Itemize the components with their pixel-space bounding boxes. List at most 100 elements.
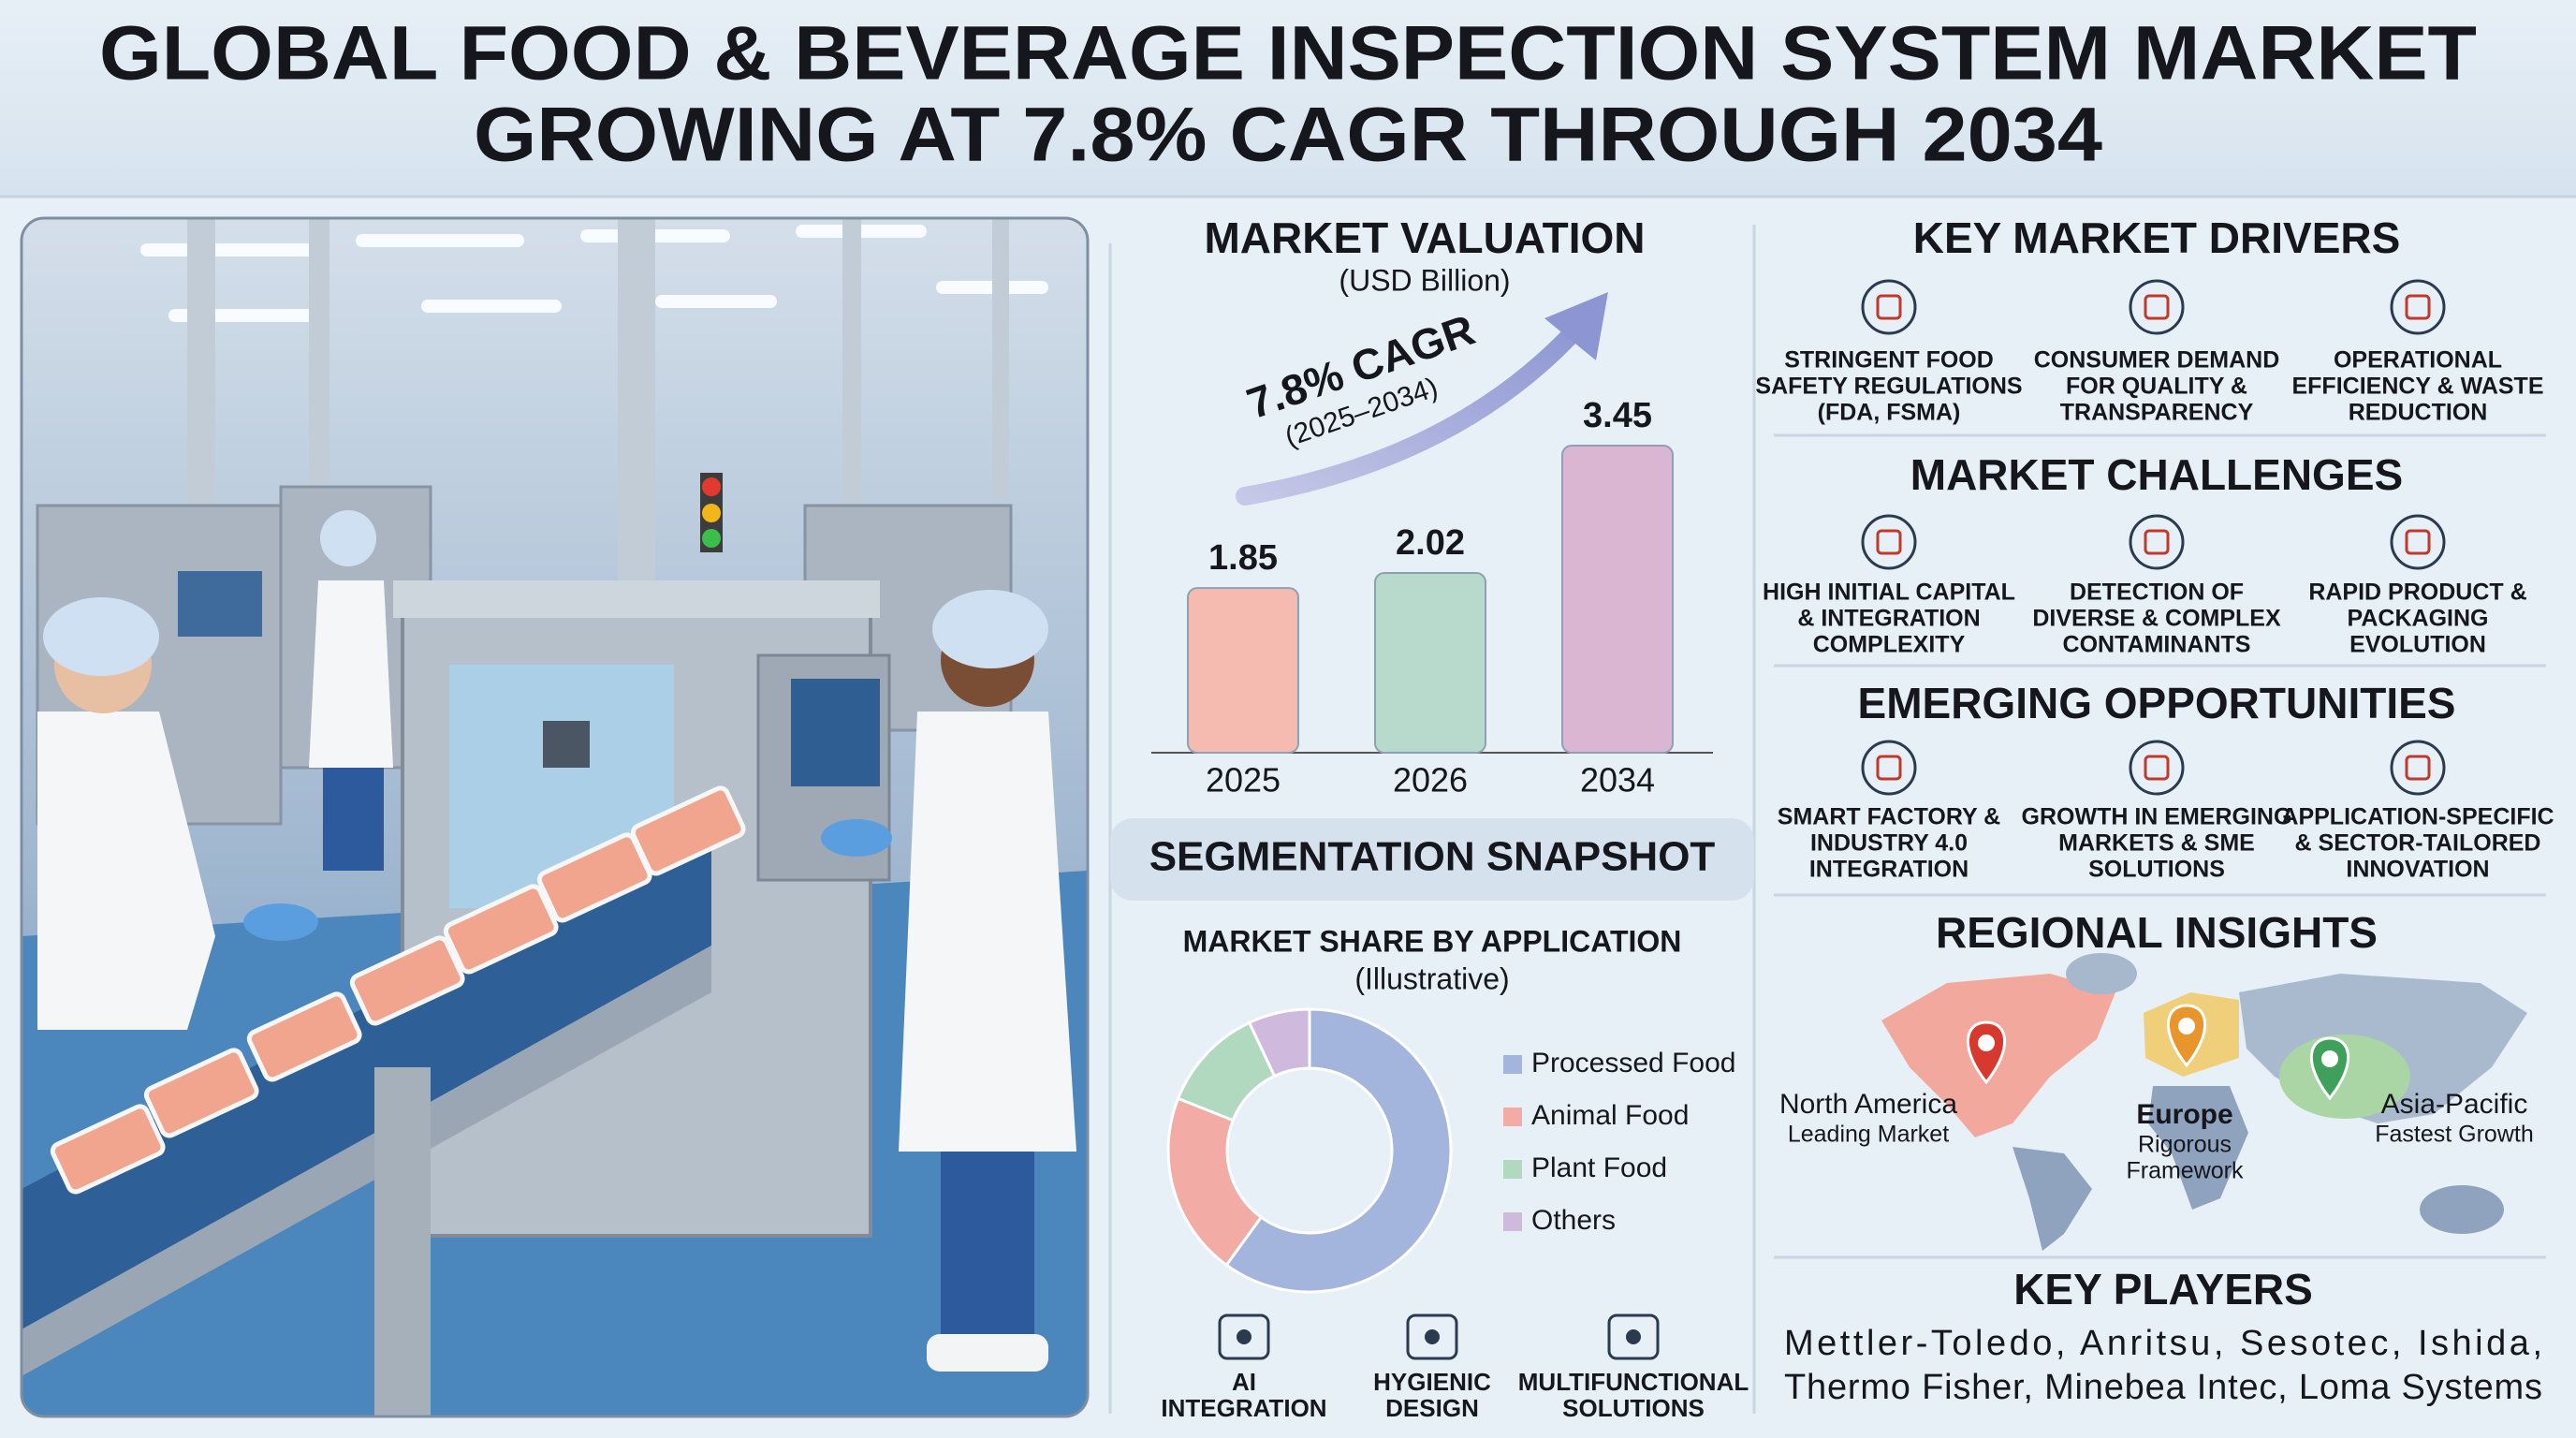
conveyor-rail bbox=[22, 946, 711, 1376]
section-title: MARKET CHALLENGES bbox=[1910, 450, 2403, 499]
section-title: KEY PLAYERS bbox=[2013, 1265, 2313, 1313]
pillar bbox=[992, 218, 1009, 499]
legend-swatch bbox=[1503, 1055, 1522, 1074]
chart-title: MARKET VALUATION bbox=[1204, 213, 1645, 262]
feature-label: AI bbox=[1232, 1368, 1256, 1396]
photo-frame bbox=[20, 216, 1090, 1418]
value-label: 1.85 bbox=[1208, 538, 1278, 578]
food-tray bbox=[50, 1104, 166, 1195]
section-icon-glyph bbox=[1876, 529, 1902, 555]
section-icon bbox=[2390, 514, 2446, 570]
section-icon bbox=[2129, 514, 2185, 570]
feature-label: INTEGRATION bbox=[1161, 1394, 1326, 1422]
map-pins bbox=[1967, 1004, 2349, 1101]
australia-shape bbox=[2420, 1185, 2504, 1234]
legend-swatch bbox=[1503, 1212, 1522, 1231]
section-title: REGIONAL INSIGHTS bbox=[1936, 908, 2378, 957]
inspection-head bbox=[543, 721, 590, 768]
item-label: DIVERSE & COMPLEX bbox=[2032, 606, 2281, 632]
ceiling-light bbox=[421, 300, 562, 313]
item-label: SOLUTIONS bbox=[2088, 857, 2225, 883]
region-name: Asia-Pacific bbox=[2381, 1089, 2528, 1120]
legend-label: Others bbox=[1531, 1205, 1616, 1236]
worker-right-shoes bbox=[927, 1334, 1048, 1372]
x-tick-label: 2025 bbox=[1206, 761, 1281, 800]
cagr-arrow bbox=[1236, 314, 1591, 506]
bar bbox=[1561, 445, 1674, 754]
item-label: INDUSTRY 4.0 bbox=[1810, 830, 1968, 857]
item-label: OPERATIONAL bbox=[2334, 347, 2502, 374]
section-icon bbox=[1861, 514, 1917, 570]
south-america-shape bbox=[2012, 1147, 2092, 1251]
section-icon-glyph bbox=[2405, 529, 2431, 555]
map-pin-dot bbox=[2178, 1018, 2195, 1034]
donut-slice bbox=[1166, 1096, 1264, 1268]
item-label: TRANSPARENCY bbox=[2060, 400, 2254, 426]
ceiling-light bbox=[655, 295, 777, 308]
section-icon-glyph bbox=[2405, 294, 2431, 320]
worker-left-coat bbox=[37, 712, 215, 1030]
section-icon-glyph bbox=[1876, 755, 1902, 781]
map-pin bbox=[2310, 1036, 2349, 1101]
pillar bbox=[842, 218, 861, 527]
region-note: Framework bbox=[2126, 1158, 2244, 1184]
worker-right-pants bbox=[941, 1152, 1034, 1339]
region-name: North America bbox=[1779, 1089, 1957, 1120]
worker-right-hairnet bbox=[932, 590, 1048, 668]
item-label: SMART FACTORY & bbox=[1778, 804, 2000, 830]
item-label: CONSUMER DEMAND bbox=[2034, 347, 2280, 374]
item-label: (FDA, FSMA) bbox=[1818, 400, 1961, 426]
section-icon bbox=[1861, 740, 1917, 796]
chart-title: MARKET SHARE BY APPLICATION bbox=[1183, 924, 1682, 958]
value-label: 3.45 bbox=[1583, 396, 1652, 435]
map-pin-dot bbox=[1978, 1034, 1995, 1051]
background-screen bbox=[178, 571, 262, 637]
cagr-arrowhead bbox=[1544, 292, 1608, 360]
pillar bbox=[309, 218, 329, 555]
item-label: RAPID PRODUCT & bbox=[2308, 580, 2526, 606]
segmentation-banner bbox=[1110, 818, 1754, 901]
food-tray bbox=[443, 884, 559, 975]
item-label: INNOVATION bbox=[2346, 857, 2489, 883]
signal-red bbox=[702, 477, 721, 496]
item-label: & INTEGRATION bbox=[1797, 606, 1980, 632]
worker-back-head bbox=[320, 510, 376, 566]
title-line: GLOBAL FOOD & BEVERAGE INSPECTION SYSTEM… bbox=[99, 11, 2477, 96]
item-label: INTEGRATION bbox=[1809, 857, 1969, 883]
item-label: STRINGENT FOOD bbox=[1784, 347, 1994, 374]
food-tray bbox=[246, 991, 362, 1082]
feature-icon-dot bbox=[1237, 1329, 1251, 1344]
worker-back-pants bbox=[323, 768, 384, 871]
item-label: FOR QUALITY & bbox=[2066, 374, 2247, 400]
chart-subtitle: (USD Billion) bbox=[1339, 263, 1510, 297]
worker-right-coat bbox=[899, 712, 1076, 1152]
food-tray bbox=[143, 1048, 259, 1138]
title-line: GROWING AT 7.8% CAGR THROUGH 2034 bbox=[474, 93, 2102, 178]
legend-label: Animal Food bbox=[1531, 1100, 1689, 1131]
region-note: Leading Market bbox=[1788, 1122, 1949, 1148]
chart-subtitle: (Illustrative) bbox=[1354, 961, 1509, 995]
item-label: CONTAMINANTS bbox=[2063, 632, 2251, 658]
item-label: & SECTOR-TAILORED bbox=[2295, 830, 2541, 857]
map-pin bbox=[1967, 1020, 2006, 1085]
bar bbox=[1374, 571, 1486, 754]
feature-icon-dot bbox=[1425, 1329, 1440, 1344]
section-title: SEGMENTATION SNAPSHOT bbox=[1149, 834, 1716, 880]
africa-shape bbox=[2148, 1086, 2248, 1210]
section-title: EMERGING OPPORTUNITIES bbox=[1858, 679, 2456, 727]
legend-label: Processed Food bbox=[1531, 1048, 1735, 1078]
legend-swatch bbox=[1503, 1108, 1522, 1126]
section-icon bbox=[1861, 279, 1917, 335]
section-icon bbox=[2390, 279, 2446, 335]
item-label: EVOLUTION bbox=[2349, 632, 2486, 658]
player-line: Thermo Fisher, Minebea Intec, Loma Syste… bbox=[1784, 1368, 2542, 1407]
donut-slice bbox=[1247, 1007, 1311, 1078]
greenland-shape bbox=[2066, 953, 2137, 994]
ceiling-light bbox=[356, 234, 524, 247]
feature-label: HYGIENIC bbox=[1373, 1368, 1491, 1396]
feature-label: SOLUTIONS bbox=[1562, 1394, 1705, 1422]
feature-label: MULTIFUNCTIONAL bbox=[1518, 1368, 1749, 1396]
x-tick-label: 2034 bbox=[1580, 761, 1655, 800]
item-label: HIGH INITIAL CAPITAL bbox=[1763, 580, 2015, 606]
